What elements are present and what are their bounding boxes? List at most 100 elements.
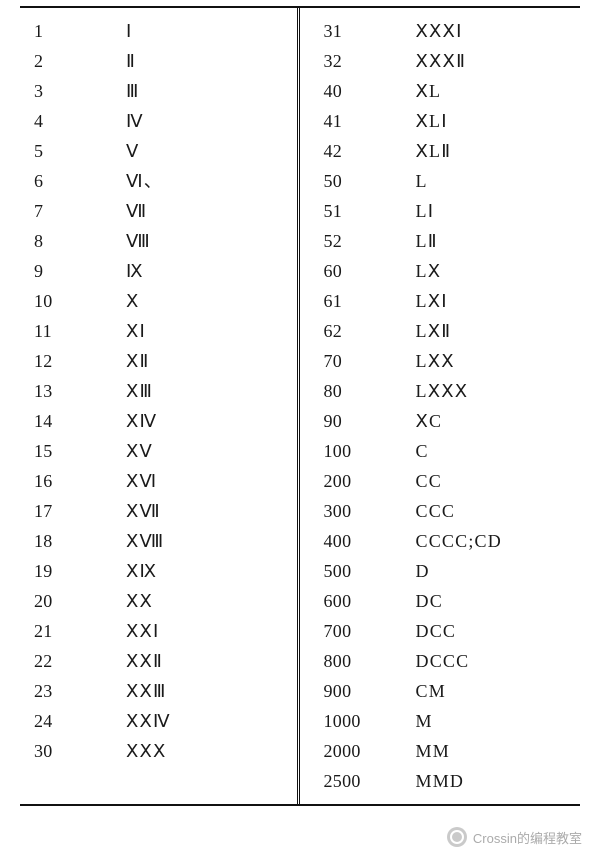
roman-numeral: ⅩⅩⅩⅡ xyxy=(416,46,581,76)
arabic-numeral: 22 xyxy=(20,646,126,676)
roman-numeral: LⅩⅩⅩ xyxy=(416,376,581,406)
arabic-numeral: 30 xyxy=(20,736,126,766)
roman-numeral-table: 1Ⅰ2Ⅱ3Ⅲ4Ⅳ5Ⅴ6Ⅵ、7Ⅶ8Ⅷ9Ⅸ10Ⅹ11ⅩⅠ12ⅩⅡ13ⅩⅢ14ⅩⅣ15… xyxy=(20,6,580,806)
roman-numeral: Ⅶ xyxy=(126,196,291,226)
roman-numeral: ⅩL xyxy=(416,76,581,106)
arabic-numeral: 3 xyxy=(20,76,126,106)
roman-numeral: CM xyxy=(416,676,581,706)
arabic-numeral: 6 xyxy=(20,166,126,196)
roman-numeral: ⅩⅩⅠ xyxy=(126,616,291,646)
arabic-numeral: 4 xyxy=(20,106,126,136)
table-row: 13ⅩⅢ xyxy=(20,376,291,406)
roman-numeral: DCCC xyxy=(416,646,581,676)
table-row: 14ⅩⅣ xyxy=(20,406,291,436)
table-row: 700DCC xyxy=(310,616,581,646)
roman-numeral: MM xyxy=(416,736,581,766)
arabic-numeral: 100 xyxy=(310,436,416,466)
left-column: 1Ⅰ2Ⅱ3Ⅲ4Ⅳ5Ⅴ6Ⅵ、7Ⅶ8Ⅷ9Ⅸ10Ⅹ11ⅩⅠ12ⅩⅡ13ⅩⅢ14ⅩⅣ15… xyxy=(20,8,300,804)
arabic-numeral: 90 xyxy=(310,406,416,436)
arabic-numeral: 24 xyxy=(20,706,126,736)
roman-numeral: Ⅹ xyxy=(126,286,291,316)
arabic-numeral: 16 xyxy=(20,466,126,496)
roman-numeral: Ⅸ xyxy=(126,256,291,286)
roman-numeral: ⅩⅣ xyxy=(126,406,291,436)
arabic-numeral: 8 xyxy=(20,226,126,256)
roman-numeral: ⅩⅢ xyxy=(126,376,291,406)
watermark: Crossin的编程教室 xyxy=(447,827,582,847)
roman-numeral: LⅡ xyxy=(416,226,581,256)
roman-numeral: ⅩⅩⅡ xyxy=(126,646,291,676)
table-row: 60LⅩ xyxy=(310,256,581,286)
arabic-numeral: 7 xyxy=(20,196,126,226)
table-row: 42ⅩLⅡ xyxy=(310,136,581,166)
table-row: 22ⅩⅩⅡ xyxy=(20,646,291,676)
roman-numeral: ⅩLⅡ xyxy=(416,136,581,166)
arabic-numeral: 600 xyxy=(310,586,416,616)
roman-numeral: ⅩⅦ xyxy=(126,496,291,526)
table-row: 19ⅩⅨ xyxy=(20,556,291,586)
roman-numeral: ⅩⅥ xyxy=(126,466,291,496)
roman-numeral: LⅩⅠ xyxy=(416,286,581,316)
arabic-numeral: 15 xyxy=(20,436,126,466)
roman-numeral: LⅠ xyxy=(416,196,581,226)
arabic-numeral: 12 xyxy=(20,346,126,376)
table-row: 90ⅩC xyxy=(310,406,581,436)
table-row: 15ⅩⅤ xyxy=(20,436,291,466)
table-row: 41ⅩLⅠ xyxy=(310,106,581,136)
table-body: 1Ⅰ2Ⅱ3Ⅲ4Ⅳ5Ⅴ6Ⅵ、7Ⅶ8Ⅷ9Ⅸ10Ⅹ11ⅩⅠ12ⅩⅡ13ⅩⅢ14ⅩⅣ15… xyxy=(20,6,580,806)
table-row: 1Ⅰ xyxy=(20,16,291,46)
watermark-text: Crossin的编程教室 xyxy=(473,828,582,847)
roman-numeral: M xyxy=(416,706,581,736)
roman-numeral: Ⅰ xyxy=(126,16,291,46)
table-row: 51LⅠ xyxy=(310,196,581,226)
arabic-numeral: 200 xyxy=(310,466,416,496)
table-row: 32ⅩⅩⅩⅡ xyxy=(310,46,581,76)
arabic-numeral: 13 xyxy=(20,376,126,406)
roman-numeral: LⅩⅩ xyxy=(416,346,581,376)
table-row: 7Ⅶ xyxy=(20,196,291,226)
roman-numeral: CC xyxy=(416,466,581,496)
arabic-numeral: 21 xyxy=(20,616,126,646)
table-row: 62LⅩⅡ xyxy=(310,316,581,346)
roman-numeral: ⅩⅧ xyxy=(126,526,291,556)
arabic-numeral: 900 xyxy=(310,676,416,706)
arabic-numeral: 14 xyxy=(20,406,126,436)
roman-numeral: LⅩ xyxy=(416,256,581,286)
roman-numeral: Ⅴ xyxy=(126,136,291,166)
roman-numeral: C xyxy=(416,436,581,466)
arabic-numeral: 18 xyxy=(20,526,126,556)
roman-numeral: Ⅷ xyxy=(126,226,291,256)
roman-numeral: MMD xyxy=(416,766,581,796)
arabic-numeral: 2 xyxy=(20,46,126,76)
roman-numeral: ⅩⅩⅣ xyxy=(126,706,291,736)
table-row: 600DC xyxy=(310,586,581,616)
roman-numeral: CCC xyxy=(416,496,581,526)
roman-numeral: Ⅳ xyxy=(126,106,291,136)
roman-numeral: ⅩⅩ xyxy=(126,586,291,616)
table-row: 31ⅩⅩⅩⅠ xyxy=(310,16,581,46)
roman-numeral: ⅩC xyxy=(416,406,581,436)
table-row: 8Ⅷ xyxy=(20,226,291,256)
arabic-numeral: 800 xyxy=(310,646,416,676)
arabic-numeral: 20 xyxy=(20,586,126,616)
right-column: 31ⅩⅩⅩⅠ32ⅩⅩⅩⅡ40ⅩL41ⅩLⅠ42ⅩLⅡ50L51LⅠ52LⅡ60L… xyxy=(300,8,581,804)
arabic-numeral: 42 xyxy=(310,136,416,166)
table-row: 23ⅩⅩⅢ xyxy=(20,676,291,706)
arabic-numeral: 40 xyxy=(310,76,416,106)
arabic-numeral: 19 xyxy=(20,556,126,586)
arabic-numeral: 50 xyxy=(310,166,416,196)
table-row: 500D xyxy=(310,556,581,586)
arabic-numeral: 400 xyxy=(310,526,416,556)
arabic-numeral: 31 xyxy=(310,16,416,46)
roman-numeral: ⅩⅩⅩⅠ xyxy=(416,16,581,46)
table-row: 18ⅩⅧ xyxy=(20,526,291,556)
arabic-numeral: 32 xyxy=(310,46,416,76)
roman-numeral: D xyxy=(416,556,581,586)
arabic-numeral: 5 xyxy=(20,136,126,166)
table-row: 300CCC xyxy=(310,496,581,526)
table-row: 3Ⅲ xyxy=(20,76,291,106)
wechat-icon xyxy=(447,827,467,847)
arabic-numeral: 52 xyxy=(310,226,416,256)
table-row: 5Ⅴ xyxy=(20,136,291,166)
roman-numeral: ⅩⅨ xyxy=(126,556,291,586)
